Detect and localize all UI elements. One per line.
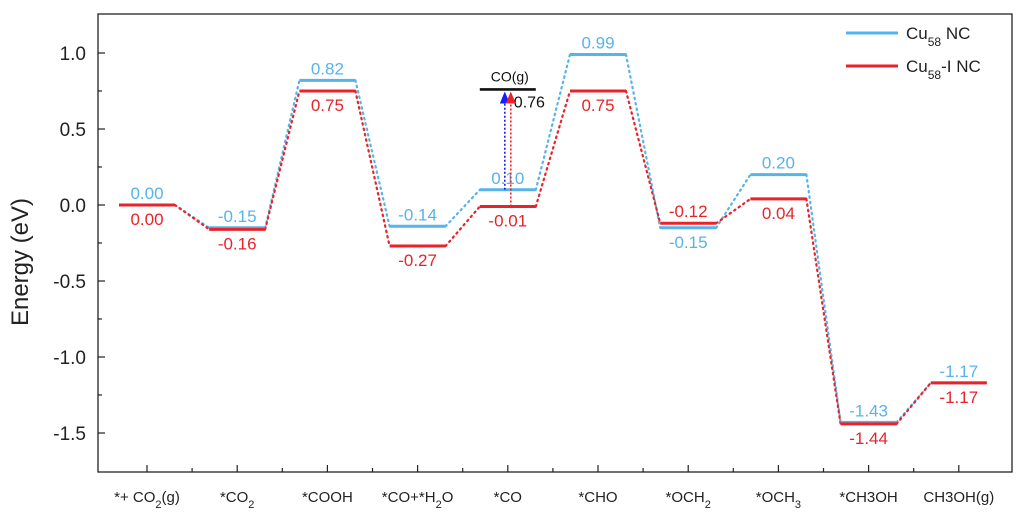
cu58-value-label: 0.99 bbox=[581, 34, 614, 53]
cu58-i-connector bbox=[895, 381, 932, 425]
cu58-connector bbox=[624, 53, 662, 229]
cu58-value-label: -0.14 bbox=[398, 205, 437, 224]
cu58-i-connector bbox=[173, 203, 211, 231]
cu58-i-value-label: -1.44 bbox=[849, 429, 888, 448]
cu58-i-connector bbox=[264, 89, 301, 231]
x-tick-label: *+ CO2(g) bbox=[114, 489, 180, 511]
cu58-value-label: -0.15 bbox=[669, 233, 708, 252]
x-tick-label: *COOH bbox=[302, 489, 353, 506]
axes: 1.0 0.5 0.0 -0.5 -1.0 -1.5 *+ CO2(g) *CO2 *COOH *… bbox=[53, 13, 1013, 511]
cu58-connector bbox=[354, 79, 391, 228]
cu58-i-value-label: -1.17 bbox=[939, 388, 978, 407]
x-tick-label: *CO bbox=[494, 489, 522, 506]
x-tick-label: *CH3OH bbox=[839, 489, 897, 506]
cu58-value-label: 0.00 bbox=[130, 184, 163, 203]
cu58-i-legend-label: Cu58-I NC bbox=[906, 57, 981, 82]
y-tick-label: 1.0 bbox=[60, 44, 86, 65]
cu58-i-connector bbox=[715, 197, 752, 225]
x-tick-label: *OCH3 bbox=[756, 489, 801, 511]
value-labels: 0.00 -0.15 0.82 -0.14 0.10 0.99 -0.15 0.20 -1.43… bbox=[130, 34, 978, 448]
y-tick-label: 0.0 bbox=[60, 196, 86, 217]
cu58-value-label: -1.17 bbox=[939, 362, 978, 381]
cu58-i-value-label: 0.75 bbox=[311, 96, 344, 115]
cu58-connector bbox=[264, 79, 301, 229]
x-tick-label: *CO+*H2O bbox=[382, 489, 454, 511]
red-arrow-head bbox=[505, 91, 516, 104]
cu58-i-value-label: -0.27 bbox=[398, 251, 437, 270]
y-tick-label: -1.0 bbox=[53, 348, 86, 369]
cu58-value-label: -1.43 bbox=[849, 401, 888, 420]
x-tick-label: *OCH2 bbox=[666, 489, 711, 511]
cu58-i-connector bbox=[534, 89, 572, 208]
cu58-i-value-label: -0.16 bbox=[218, 234, 257, 253]
cu58-connector bbox=[444, 188, 481, 228]
cu58-value-label: 0.20 bbox=[762, 154, 795, 173]
co-gas-annotation: CO(g) 0.76 bbox=[479, 68, 545, 207]
cu58-i-connector bbox=[354, 89, 391, 248]
cu58-i-value-label: 0.00 bbox=[130, 210, 163, 229]
cu58-i-value-label: -0.01 bbox=[488, 212, 527, 231]
x-tick-label: CH3OH(g) bbox=[923, 489, 994, 506]
levels bbox=[119, 53, 987, 426]
y-tick-label: -1.5 bbox=[53, 424, 86, 445]
cu58-i-value-label: -0.12 bbox=[669, 202, 708, 221]
y-axis-title: Energy (eV) bbox=[7, 198, 34, 326]
cu58-connector bbox=[534, 53, 572, 191]
cu58-connector bbox=[805, 173, 842, 424]
cu58-value-label: 0.10 bbox=[491, 169, 524, 188]
cu58-value-label: 0.82 bbox=[311, 59, 344, 78]
cu58-i-value-label: 0.75 bbox=[581, 96, 614, 115]
cu58-i-connector bbox=[444, 205, 481, 248]
connectors bbox=[173, 53, 932, 425]
co-gas-value: 0.76 bbox=[514, 94, 545, 111]
cu58-legend-label: Cu58 NC bbox=[906, 24, 970, 49]
x-tick-label: *CHO bbox=[578, 489, 617, 506]
cu58-i-value-label: 0.04 bbox=[762, 204, 795, 223]
cu58-value-label: -0.15 bbox=[218, 207, 257, 226]
legend: Cu58 NC Cu58-I NC bbox=[846, 24, 981, 82]
x-tick-label: *CO2 bbox=[220, 489, 254, 511]
y-tick-label: 0.5 bbox=[60, 120, 86, 141]
cu58-i-connector bbox=[805, 197, 842, 425]
cu58-i-connector bbox=[624, 89, 662, 225]
y-tick-label: -0.5 bbox=[53, 272, 86, 293]
co-gas-label: CO(g) bbox=[491, 68, 529, 84]
